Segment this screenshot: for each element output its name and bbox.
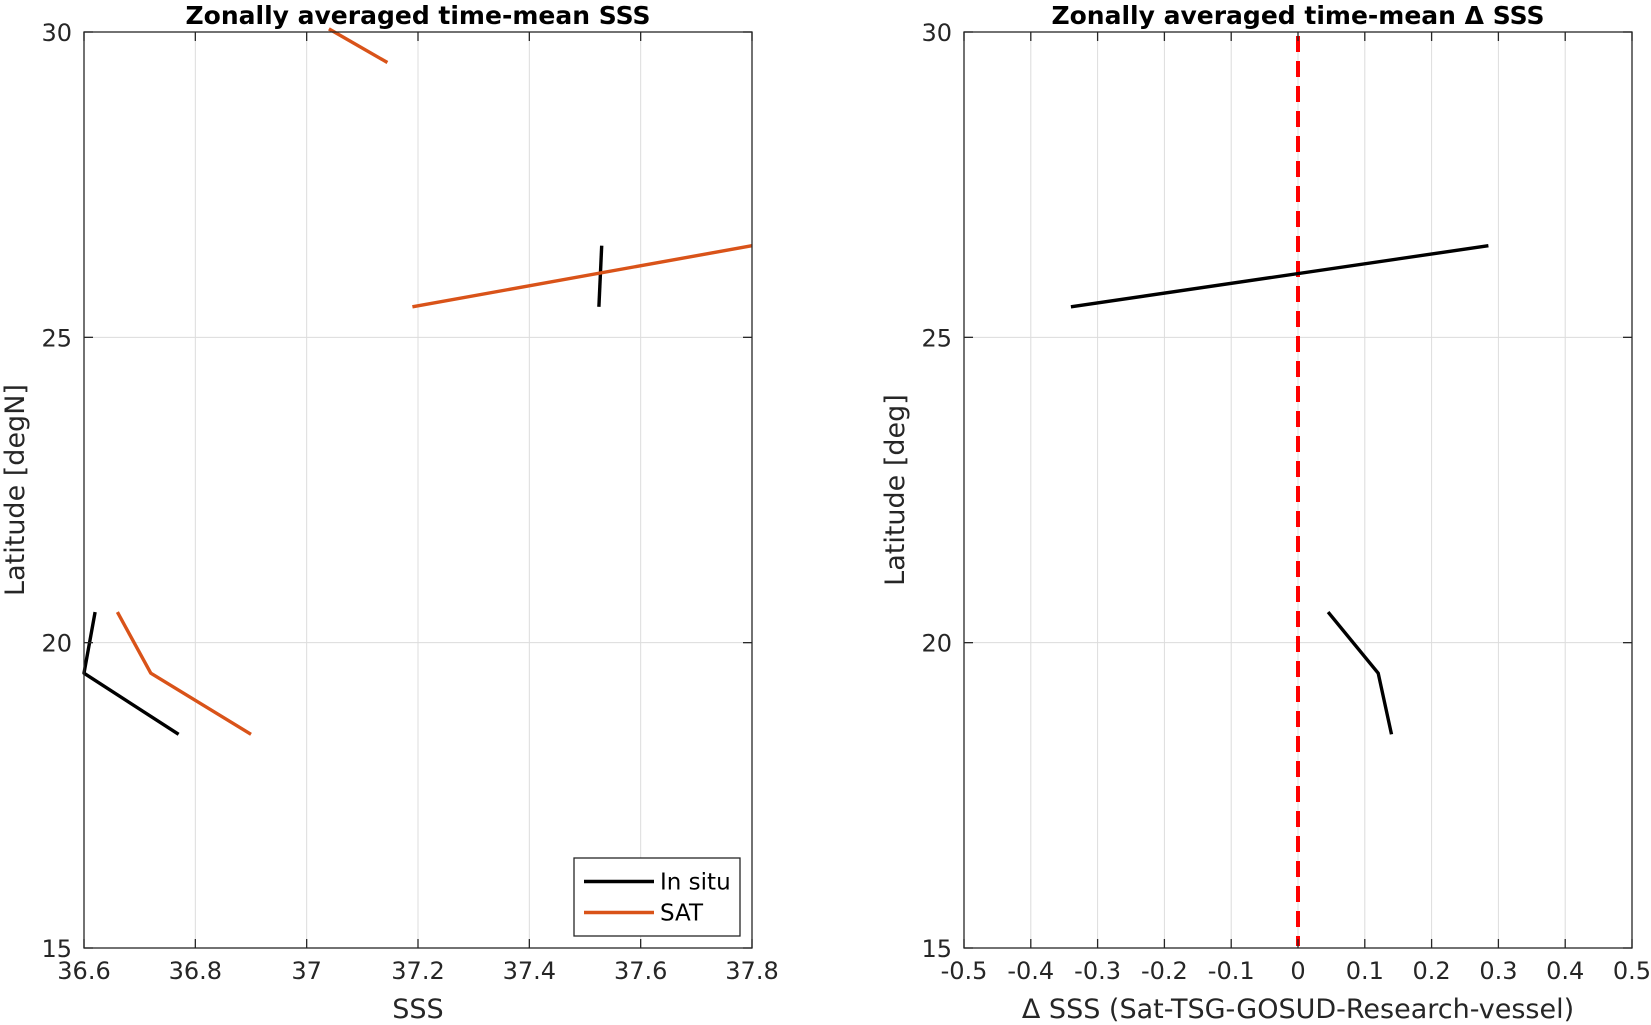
y-axis-label: Latitude [degN] (0, 384, 31, 596)
y-tick-label: 25 (921, 324, 952, 352)
y-tick-label: 15 (921, 935, 952, 963)
x-tick-label: 36.8 (169, 957, 222, 985)
series-line-in-situ-segment-1 (597, 245, 604, 307)
x-tick-label: -0.1 (1208, 957, 1255, 985)
x-axis-label: SSS (392, 994, 443, 1025)
series-line-sat-segment-2 (328, 27, 389, 64)
x-tick-label: 0.3 (1479, 957, 1517, 985)
y-tick-label: 20 (41, 630, 72, 658)
left-chart-panel: 36.6 36.8 37 37.2 37.4 37.6 37.8 15 20 25 30 Zonall… (0, 1, 779, 1025)
y-tick-label: 30 (921, 19, 952, 47)
x-tick-label: -0.5 (941, 957, 988, 985)
series-line-delta-sss-segment-1 (1070, 244, 1489, 309)
right-chart-panel: -0.5 -0.4 -0.3 -0.2 -0.1 0 0.1 0.2 0.3 0.4 0.5 15 20… (880, 1, 1651, 1025)
series-line-sat-segment-1 (412, 244, 753, 309)
legend-label: In situ (660, 870, 731, 896)
series-line-delta-sss-segment-0 (1326, 611, 1394, 735)
legend: In situ SAT (573, 857, 741, 937)
x-tick-label: 37.2 (391, 957, 444, 985)
y-tick-label: 25 (41, 324, 72, 352)
x-tick-label: 0 (1290, 957, 1305, 985)
chart-title: Zonally averaged time-mean Δ SSS (1052, 1, 1545, 30)
x-tick-label: 36.6 (57, 957, 110, 985)
y-axis-label: Latitude [deg] (880, 394, 911, 586)
x-axis-label: Δ SSS (Sat-TSG-GOSUD-Research-vessel) (1022, 994, 1574, 1025)
x-tick-label: 0.1 (1346, 957, 1384, 985)
x-tick-label: -0.3 (1074, 957, 1121, 985)
series-line-sat-segment-0 (115, 611, 252, 736)
x-tick-label: 37 (291, 957, 322, 985)
x-tick-label: 0.5 (1613, 957, 1651, 985)
x-tick-label: 37.6 (614, 957, 667, 985)
x-tick-label: 0.2 (1413, 957, 1451, 985)
legend-label: SAT (660, 901, 704, 927)
chart-title: Zonally averaged time-mean SSS (186, 1, 651, 30)
legend-box (573, 857, 741, 937)
y-tick-label: 15 (41, 935, 72, 963)
x-tick-label: 0.4 (1546, 957, 1584, 985)
x-tick-label: -0.4 (1007, 957, 1054, 985)
y-tick-label: 20 (921, 630, 952, 658)
x-tick-label: -0.2 (1141, 957, 1188, 985)
x-tick-label: 37.4 (503, 957, 556, 985)
x-tick-label: 37.8 (725, 957, 778, 985)
y-tick-label: 30 (41, 19, 72, 47)
